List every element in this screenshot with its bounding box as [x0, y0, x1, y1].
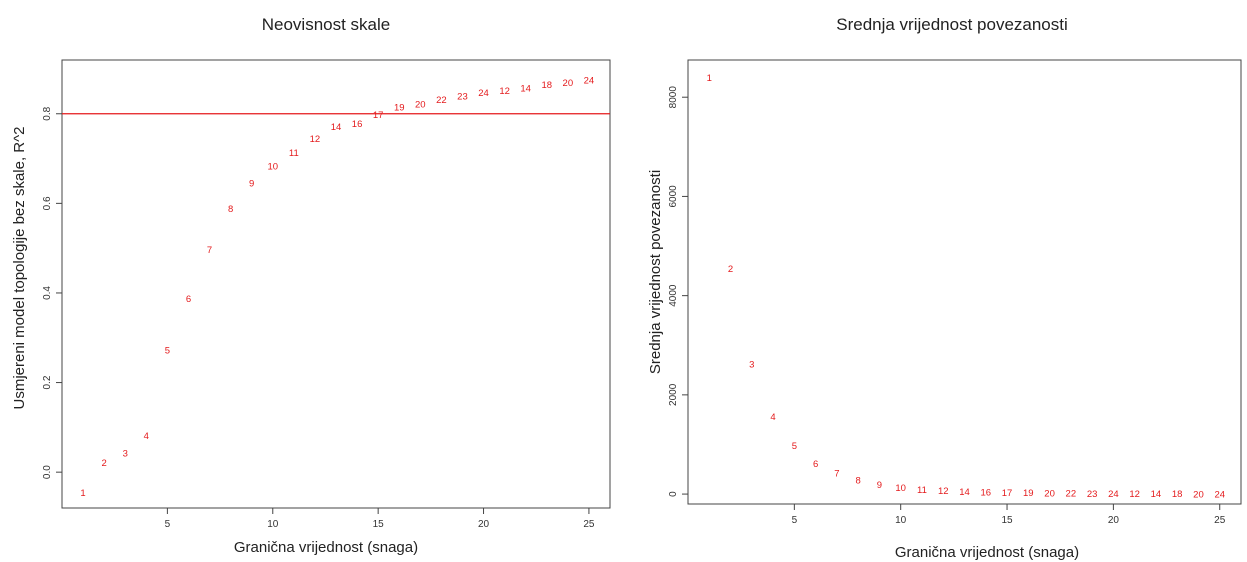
chart-title: Srednja vrijednost povezanosti — [836, 15, 1068, 34]
mean-connectivity-chart: Srednja vrijednost povezanosti 5 10 15 20 25… — [647, 15, 1242, 561]
plot-frame — [61, 59, 611, 509]
y-tick-label: 0.6 — [42, 196, 53, 210]
data-point-label: 2 — [728, 264, 733, 275]
x-tick-label: 20 — [1108, 515, 1120, 526]
data-point-label: 3 — [123, 448, 128, 459]
y-axis-label: Srednja vrijednost povezanosti — [647, 170, 664, 374]
chart-panel-mean-connectivity: Srednja vrijednost povezanosti 5 10 15 20 25… — [627, 0, 1247, 562]
data-point-label: 1 — [707, 73, 712, 84]
data-point-label: 24 — [584, 76, 595, 87]
y-tick-label: 0.0 — [42, 465, 53, 479]
x-tick-label: 5 — [792, 515, 798, 526]
data-point-label: 4 — [770, 412, 775, 423]
x-tick-label: 15 — [373, 519, 385, 530]
data-point-label: 11 — [289, 148, 299, 159]
data-point-label: 20 — [415, 99, 426, 110]
data-point-label: 12 — [499, 86, 510, 97]
data-point-label: 17 — [373, 110, 384, 121]
y-tick-label: 0.2 — [42, 375, 53, 389]
data-point-label: 12 — [310, 134, 321, 145]
data-point-label: 9 — [877, 480, 882, 491]
data-point-label: 16 — [980, 487, 991, 498]
data-point-label: 23 — [457, 91, 468, 102]
x-tick-label: 10 — [895, 515, 907, 526]
data-point-label: 22 — [436, 95, 447, 106]
y-tick-label: 8000 — [668, 86, 679, 109]
data-point-label: 2 — [102, 458, 107, 469]
y-tick-label: 0.8 — [42, 106, 53, 120]
data-point-label: 14 — [1151, 489, 1162, 500]
data-point-label: 14 — [959, 487, 970, 498]
x-tick-label: 10 — [267, 519, 279, 530]
chart-title: Neovisnost skale — [262, 15, 391, 34]
data-point-label: 7 — [207, 245, 212, 256]
data-point-label: 12 — [938, 486, 949, 497]
data-point-label: 23 — [1087, 489, 1098, 500]
chart-panel-scale-independence: Neovisnost skale 5 10 15 20 25 0.0 0.2 0.4 0.6 0.… — [0, 0, 620, 562]
data-point-label: 6 — [186, 294, 191, 305]
x-tick-label: 25 — [1214, 515, 1226, 526]
data-point-label: 1 — [80, 488, 85, 499]
data-point-label: 20 — [1193, 489, 1204, 500]
x-tick-label: 15 — [1001, 515, 1013, 526]
data-point-label: 18 — [1172, 489, 1183, 500]
y-tick-label: 0 — [668, 491, 679, 497]
data-point-label: 11 — [917, 485, 927, 496]
data-point-label: 5 — [165, 345, 170, 356]
data-point-label: 5 — [792, 441, 797, 452]
data-point-label: 3 — [749, 360, 754, 371]
data-point-label: 10 — [267, 162, 278, 173]
data-point-label: 8 — [856, 476, 861, 487]
y-tick-label: 2000 — [668, 383, 679, 406]
data-point-label: 18 — [541, 80, 552, 91]
plot-frame — [687, 59, 1242, 505]
data-point-label: 14 — [520, 83, 531, 94]
data-point-label: 24 — [478, 88, 489, 99]
data-point-label: 14 — [331, 122, 342, 133]
y-tick-label: 4000 — [668, 284, 679, 307]
data-point-label: 4 — [144, 431, 149, 442]
y-tick-label: 6000 — [668, 185, 679, 208]
data-point-label: 19 — [1023, 488, 1034, 499]
data-point-label: 24 — [1214, 489, 1225, 500]
data-point-label: 8 — [228, 204, 233, 215]
y-tick-label: 0.4 — [42, 286, 53, 300]
axis-ticks: 5 10 15 20 250.00.20.40.60.8 — [42, 106, 595, 530]
y-axis-label: Usmjereni model topologije bez skale, R^… — [11, 126, 28, 409]
data-point-label: 6 — [813, 459, 818, 470]
data-point-label: 20 — [563, 78, 574, 89]
data-point-label: 9 — [249, 179, 254, 190]
x-axis-label: Granična vrijednost (snaga) — [895, 544, 1079, 561]
x-axis-label: Granična vrijednost (snaga) — [234, 539, 418, 556]
data-point-label: 22 — [1066, 489, 1077, 500]
data-point-label: 10 — [895, 483, 906, 494]
data-point-label: 7 — [834, 469, 839, 480]
x-tick-label: 5 — [165, 519, 171, 530]
x-tick-label: 20 — [478, 519, 490, 530]
data-point-label: 24 — [1108, 489, 1119, 500]
data-point-label: 20 — [1044, 488, 1055, 499]
data-point-label: 12 — [1129, 489, 1140, 500]
data-point-label: 19 — [394, 103, 405, 114]
scale-independence-chart: Neovisnost skale 5 10 15 20 250.00.20.40.60.… — [11, 15, 611, 556]
x-tick-label: 25 — [583, 519, 595, 530]
data-point-label: 16 — [352, 119, 363, 130]
data-point-label: 17 — [1002, 488, 1013, 499]
